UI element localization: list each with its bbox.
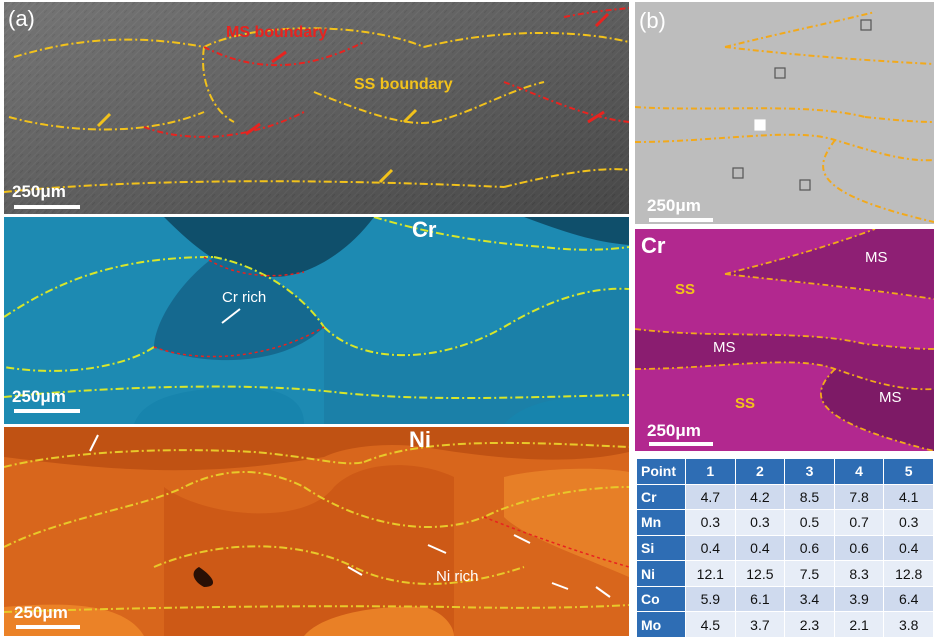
panel-a-ni-map: Ni Ni rich 250μm [4,427,629,636]
row-element: Co [636,585,686,613]
row-element: Ni [636,560,686,587]
ms-label: MS [713,339,736,356]
scale-bar [649,218,713,222]
table-row: Mo 4.5 3.7 2.3 2.1 3.8 [636,611,934,638]
table-cell: 12.8 [883,560,934,587]
panel-b-sem-image: (b) 250μm [635,2,934,224]
ss-label: SS [735,395,756,412]
composition-table: Point 1 2 3 4 5 Cr 4.7 4.2 8.5 7.8 4.1 M… [636,458,934,638]
table-cell: 0.3 [734,509,786,536]
scale-bar [14,409,80,413]
table-cell: 0.4 [685,534,736,562]
table-cell: 0.3 [685,509,736,536]
table-cell: 7.8 [833,483,885,511]
panel-a-sem-drawing [4,2,629,214]
ss-label: SS [675,281,696,298]
table-cell: 0.4 [734,534,786,562]
table-cell: 0.6 [784,534,835,562]
table-cell: 0.7 [833,509,885,536]
table-cell: 2.1 [833,611,885,638]
panel-b-letter: (b) [639,8,666,33]
table-cell: 0.5 [784,509,835,536]
table-cell: 8.5 [784,483,835,511]
scale-label: 250μm [12,182,66,201]
table-cell: 3.8 [883,611,934,638]
ms-label: MS [865,249,888,266]
row-element: Cr [636,483,686,511]
table-cell: 4.7 [685,483,736,511]
cr-rich-label: Cr rich [222,289,267,306]
ni-rich-label: Ni rich [436,568,479,585]
table-cell: 8.3 [833,560,885,587]
table-header-cell: 3 [784,458,835,485]
table-header-cell: 4 [833,458,885,485]
ms-boundary-label: MS boundary [226,24,328,41]
table-cell: 3.4 [784,585,835,613]
table-cell: 6.4 [883,585,934,613]
scale-label: 250μm [14,603,68,622]
table-row: Ni 12.1 12.5 7.5 8.3 12.8 [636,560,934,587]
panel-a-cr-map: Cr Cr rich 250μm [4,217,629,424]
table-cell: 3.7 [734,611,786,638]
table-cell: 4.1 [883,483,934,511]
table-cell: 12.5 [734,560,786,587]
scale-label: 250μm [647,196,701,215]
table-cell: 6.1 [734,585,786,613]
table-cell: 0.3 [883,509,934,536]
panel-a-ni-drawing [4,427,629,636]
table-header-cell: Point [636,458,686,485]
row-element: Mn [636,509,686,536]
table-header-row: Point 1 2 3 4 5 [636,458,934,485]
table-cell: 2.3 [784,611,835,638]
table-cell: 3.9 [833,585,885,613]
ni-map-element-label: Ni [409,427,431,452]
panel-a-letter: (a) [8,6,35,31]
scale-label: 250μm [12,387,66,406]
table-row: Cr 4.7 4.2 8.5 7.8 4.1 [636,483,934,511]
table-row: Co 5.9 6.1 3.4 3.9 6.4 [636,585,934,613]
table-header-cell: 1 [685,458,736,485]
scale-bar [649,442,713,446]
ss-boundary-label: SS boundary [354,76,453,93]
row-element: Si [636,534,686,562]
table-row: Mn 0.3 0.3 0.5 0.7 0.3 [636,509,934,536]
table-cell: 7.5 [784,560,835,587]
cr-map-element-label: Cr [641,233,666,258]
panel-a-sem-image: (a) MS boundary SS boundary 250μm [4,2,629,214]
scale-bar [14,205,80,209]
table-cell: 4.2 [734,483,786,511]
table-header-cell: 5 [883,458,934,485]
panel-a-cr-drawing [4,217,629,424]
row-element: Mo [636,611,686,638]
table-cell: 5.9 [685,585,736,613]
cr-map-element-label: Cr [412,217,437,242]
table-cell: 4.5 [685,611,736,638]
panel-b-sem-drawing [635,2,934,224]
table-header-cell: 2 [734,458,786,485]
table-row: Si 0.4 0.4 0.6 0.6 0.4 [636,534,934,562]
ms-label: MS [879,389,902,406]
panel-b-cr-drawing [635,229,934,451]
table-cell: 0.6 [833,534,885,562]
scale-bar [16,625,80,629]
scale-label: 250μm [647,421,701,440]
panel-b-cr-map: Cr MS MS MS SS SS 250μm [635,229,934,451]
table-cell: 0.4 [883,534,934,562]
table-cell: 12.1 [685,560,736,587]
